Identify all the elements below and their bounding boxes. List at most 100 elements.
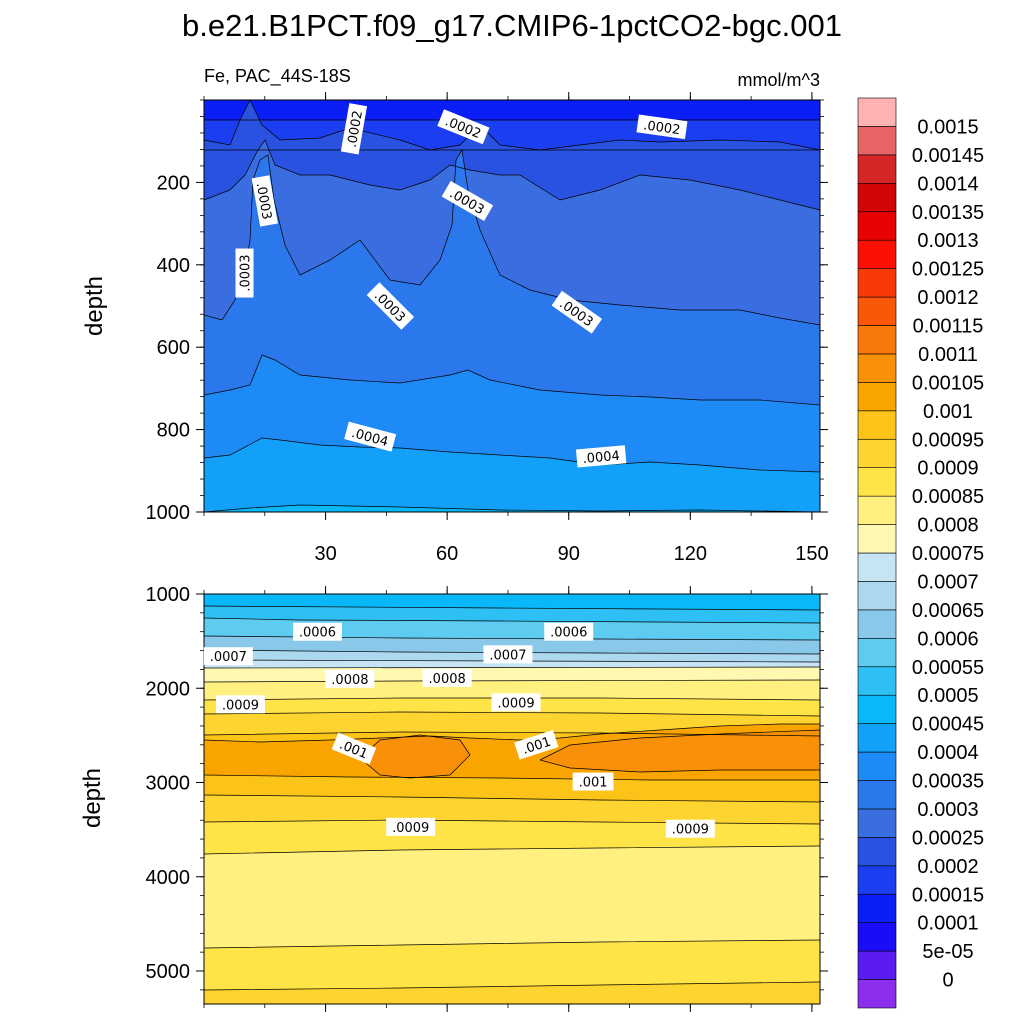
lower-axis-ticks: 1000 2000 3000 4000 5000	[146, 584, 828, 1012]
colorbar-swatch	[857, 353, 897, 383]
colorbar-label: 0.00025	[912, 827, 984, 849]
colorbar-label: 0.001	[923, 401, 973, 423]
colorbar: 0 5e-05 0.0001 0.00015 0.0002 0.00025 0.0003 0.…	[857, 97, 984, 1009]
contour-label-text: .0003	[253, 182, 274, 221]
contour-label-text: .0009	[672, 823, 709, 838]
x-tick-label: 90	[558, 543, 580, 565]
upper-y-tick-label: 1000	[146, 502, 191, 524]
colorbar-swatch	[857, 552, 897, 582]
colorbar-swatch	[857, 780, 897, 810]
lower-band-12b	[540, 730, 820, 772]
contour-label-bg	[251, 175, 278, 227]
contour-label-text: .0008	[429, 672, 466, 687]
upper-y-tick-label: 800	[157, 420, 190, 442]
lower-y-tick-label: 3000	[146, 773, 191, 795]
colorbar-swatch	[857, 325, 897, 355]
contour-label: .0009	[665, 819, 715, 838]
colorbar-swatch	[857, 495, 897, 525]
colorbar-label: 0.00015	[912, 884, 984, 906]
contour-label-bg	[366, 282, 415, 330]
contour-label-bg	[483, 645, 533, 664]
contour-label: .001	[572, 772, 614, 791]
colorbar-label: 0.0008	[917, 515, 978, 537]
colorbar-label: 0.00105	[912, 372, 984, 394]
colorbar-swatch	[857, 126, 897, 156]
colorbar-label: 0.00095	[912, 429, 984, 451]
contour-label-bg	[575, 445, 627, 468]
colorbar-label: 0.00085	[912, 486, 984, 508]
contour-label-text: .0002	[345, 109, 366, 148]
upper-band-0	[204, 100, 820, 120]
upper-axis-ticks: 200 400 600 800 1000 30 60 90 120 150	[146, 92, 829, 565]
colorbar-swatch	[857, 524, 897, 554]
contour-label-text: .0002	[642, 118, 681, 138]
upper-band-6	[204, 438, 820, 512]
colorbar-label: 0.0007	[917, 571, 978, 593]
colorbar-swatch	[857, 438, 897, 468]
contour-label: .0009	[491, 693, 541, 712]
lower-y-tick-label: 5000	[146, 961, 191, 983]
colorbar-swatch	[857, 865, 897, 895]
lower-y-axis-label: depth	[79, 768, 106, 828]
colorbar-swatch	[857, 268, 897, 298]
colorbar-label: 0.0006	[917, 628, 978, 650]
lower-band-12	[360, 735, 470, 778]
colorbar-label: 0.0005	[917, 685, 978, 707]
colorbar-label: 0.00065	[912, 600, 984, 622]
colorbar-label: 0.0003	[917, 799, 978, 821]
colorbar-swatch	[857, 666, 897, 696]
colorbar-label: 0.00115	[913, 316, 984, 338]
colorbar-label: 0.00145	[912, 145, 984, 167]
colorbar-label: 0.00045	[912, 714, 984, 736]
x-tick-label: 30	[314, 543, 336, 565]
colorbar-label: 0.0012	[917, 287, 978, 309]
colorbar-swatch	[857, 609, 897, 639]
contour-label-text: .0009	[497, 696, 534, 711]
colorbar-swatch	[857, 837, 897, 867]
lower-band-18	[204, 982, 820, 1004]
lower-y-tick-label: 4000	[146, 867, 191, 889]
contour-label-bg	[437, 109, 490, 145]
colorbar-label: 0.0015	[917, 116, 978, 138]
x-tick-label: 150	[795, 543, 828, 565]
colorbar-label: 0.00135	[912, 202, 984, 224]
colorbar-swatch	[857, 751, 897, 781]
colorbar-swatch	[857, 382, 897, 412]
lower-frame	[203, 593, 821, 1005]
colorbar-swatch	[857, 239, 897, 269]
colorbar-swatch	[857, 950, 897, 980]
upper-y-tick-label: 600	[157, 337, 190, 359]
contour-label-text: .0007	[489, 648, 526, 663]
contour-label-bg	[325, 669, 375, 688]
contour-label-text: .0003	[239, 254, 254, 291]
lower-y-tick-label: 1000	[146, 584, 191, 606]
colorbar-swatch	[857, 979, 897, 1009]
contour-label: .0006	[544, 622, 594, 641]
contour-label-bg	[340, 103, 368, 155]
contour-label: .0009	[386, 817, 436, 836]
colorbar-swatch	[857, 723, 897, 753]
colorbar-label: 0.0014	[917, 173, 978, 195]
upper-contour-lines	[203, 99, 821, 513]
contour-label: .0003	[251, 175, 278, 227]
contour-label: .0004	[575, 445, 627, 468]
contour-label-bg	[331, 732, 377, 765]
contour-label: .0002	[340, 103, 368, 155]
upper-band-7	[204, 505, 820, 512]
contour-label-bg	[551, 290, 603, 334]
colorbar-label: 0.0009	[917, 458, 978, 480]
colorbar-label: 0.0002	[917, 856, 978, 878]
contour-label-bg	[491, 693, 541, 712]
colorbar-swatch	[857, 296, 897, 326]
contour-label-text: .0009	[392, 821, 429, 836]
contour-label-bg	[235, 248, 254, 298]
x-tick-label: 120	[674, 543, 707, 565]
contour-label-bg	[572, 772, 614, 791]
contour-label-bg	[544, 622, 594, 641]
contour-label: .0007	[203, 647, 253, 666]
colorbar-label: 0.0004	[917, 742, 978, 764]
contour-label-text: .0007	[210, 650, 247, 665]
chart-title: b.e21.B1PCT.f09_g17.CMIP6-1pctCO2-bgc.00…	[182, 8, 842, 43]
contour-label-text: .0008	[331, 673, 368, 688]
